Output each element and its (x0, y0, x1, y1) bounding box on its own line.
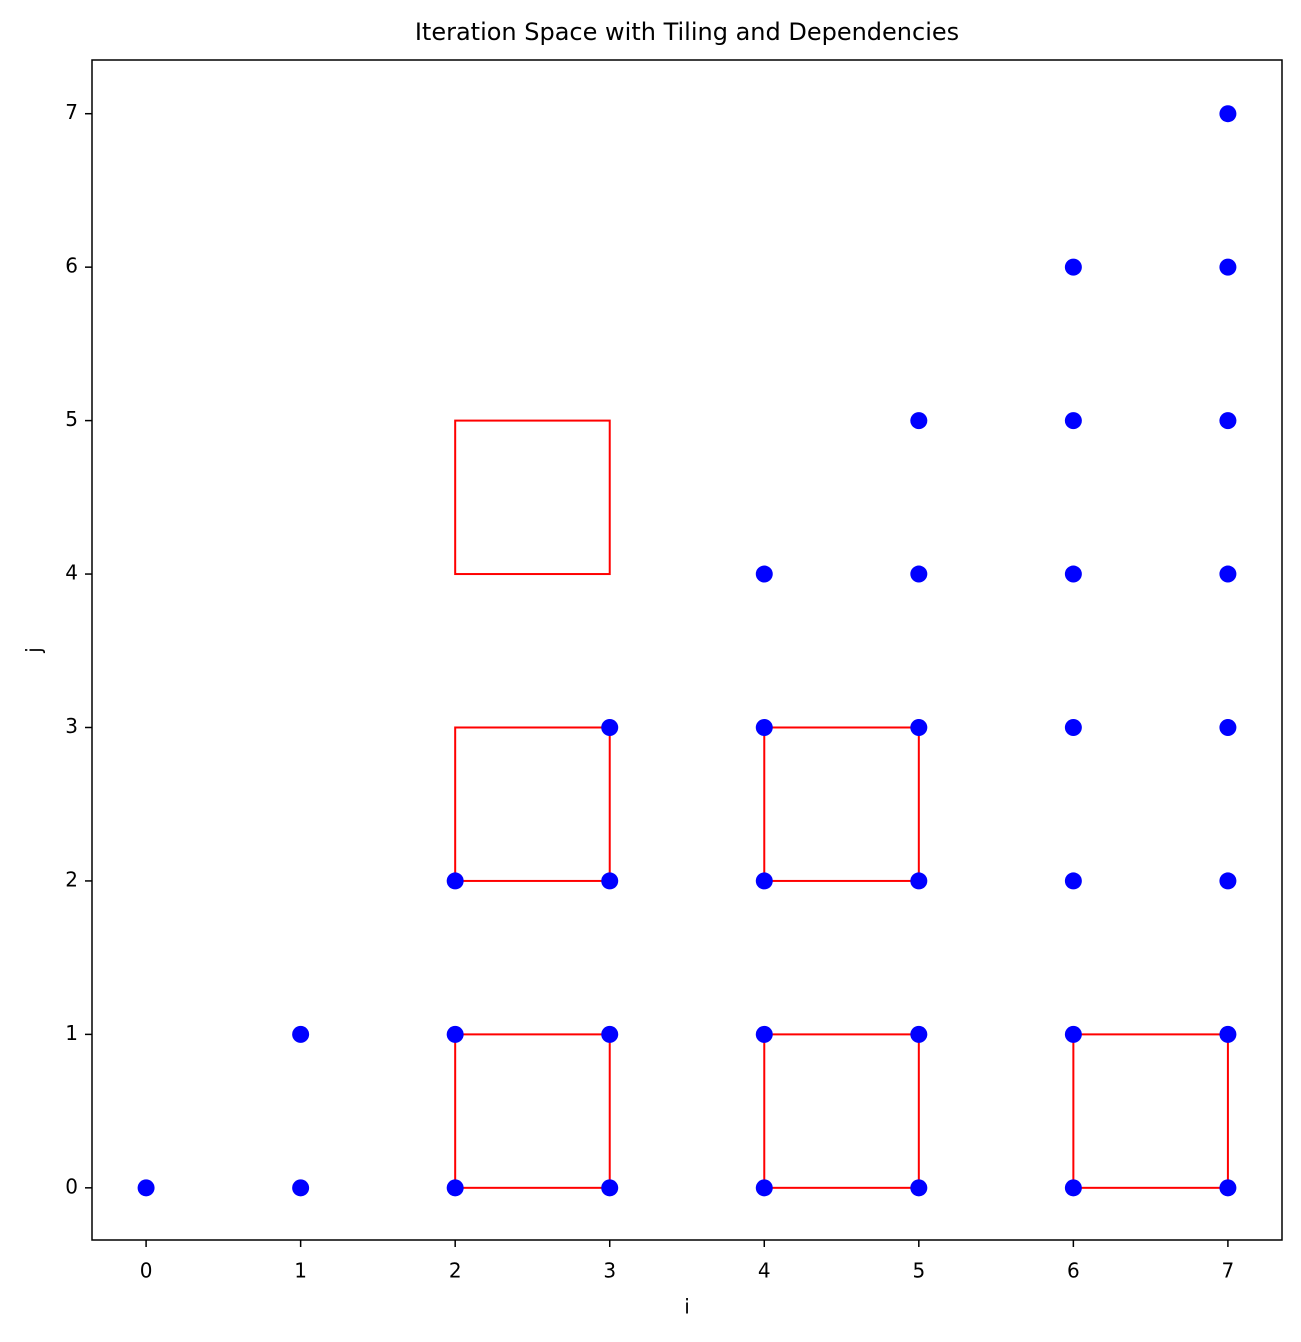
x-axis-label: i (684, 1295, 690, 1319)
y-tick-label: 2 (65, 867, 78, 891)
point (910, 718, 928, 736)
point (755, 1179, 773, 1197)
point (910, 1025, 928, 1043)
point (601, 718, 619, 736)
x-tick-label: 2 (449, 1259, 462, 1283)
y-tick-label: 7 (65, 100, 78, 124)
point (1064, 565, 1082, 583)
point (910, 412, 928, 430)
point (1219, 258, 1237, 276)
x-tick-label: 6 (1067, 1259, 1080, 1283)
point (1064, 1025, 1082, 1043)
point (446, 1179, 464, 1197)
x-tick-label: 1 (294, 1259, 307, 1283)
point (1219, 105, 1237, 123)
point (601, 1025, 619, 1043)
x-tick-label: 7 (1222, 1259, 1235, 1283)
point (601, 872, 619, 890)
point (137, 1179, 155, 1197)
x-tick-label: 3 (603, 1259, 616, 1283)
point (1219, 872, 1237, 890)
tile (763, 726, 920, 882)
point (292, 1179, 310, 1197)
point (1219, 565, 1237, 583)
point (755, 565, 773, 583)
y-tick-label: 0 (65, 1174, 78, 1198)
point (1219, 1179, 1237, 1197)
point (1064, 718, 1082, 736)
point (755, 718, 773, 736)
point (1064, 872, 1082, 890)
chart-title: Iteration Space with Tiling and Dependen… (415, 18, 959, 46)
point (601, 1179, 619, 1197)
y-axis-label: j (22, 647, 46, 654)
x-tick-label: 4 (758, 1259, 771, 1283)
x-tick-label: 5 (912, 1259, 925, 1283)
point (1219, 412, 1237, 430)
tile (454, 419, 611, 576)
point (292, 1025, 310, 1043)
plot-frame (91, 59, 1283, 1241)
point (910, 1179, 928, 1197)
tile (454, 726, 611, 882)
point (1064, 258, 1082, 276)
point (910, 565, 928, 583)
tile (1072, 1033, 1229, 1189)
y-tick-label: 5 (65, 407, 78, 431)
point (755, 872, 773, 890)
point (910, 872, 928, 890)
y-tick-label: 1 (65, 1021, 78, 1045)
y-tick-label: 3 (65, 714, 78, 738)
x-tick-label: 0 (140, 1259, 153, 1283)
point (1064, 1179, 1082, 1197)
tile (454, 1033, 611, 1189)
point (1064, 412, 1082, 430)
point (755, 1025, 773, 1043)
point (446, 872, 464, 890)
y-tick-label: 4 (65, 561, 78, 585)
point (446, 1025, 464, 1043)
point (1219, 718, 1237, 736)
y-tick-label: 6 (65, 254, 78, 278)
tile (763, 1033, 920, 1189)
point (1219, 1025, 1237, 1043)
